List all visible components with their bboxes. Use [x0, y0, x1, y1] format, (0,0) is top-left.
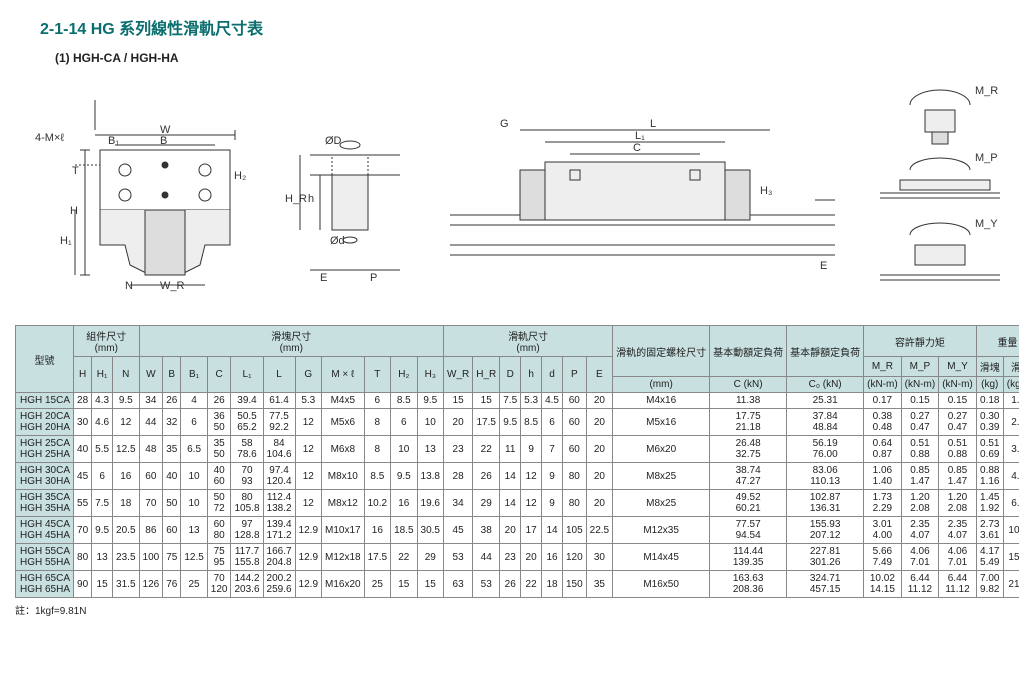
- label-od: Ød: [330, 235, 345, 247]
- label-h: h: [308, 193, 314, 205]
- label-P: P: [370, 272, 377, 284]
- label-B: B: [160, 135, 167, 147]
- label-E2: E: [320, 272, 327, 284]
- cross-section-diagram: [30, 100, 250, 300]
- table-row: HGH 15CA284.39.5342642639.461.45.3M4x568…: [16, 393, 1019, 409]
- footnote: 註：1kgf=9.81N: [15, 602, 1004, 617]
- label-MR: M_R: [975, 85, 998, 97]
- th-blk: 滑塊尺寸(mm): [139, 326, 443, 357]
- table-row: HGH 20CAHGH 20HA304.61244326365050.565.2…: [16, 409, 1019, 436]
- label-Mxl: 4-M×ℓ: [35, 132, 64, 144]
- table-body: HGH 15CA284.39.5342642639.461.45.3M4x568…: [16, 393, 1019, 598]
- th-dyn: 基本動額定負荷: [710, 326, 787, 377]
- label-B1: B₁: [108, 135, 119, 147]
- table-row: HGH 65CAHGH 65HA901531.5126762570120144.…: [16, 571, 1019, 598]
- table-head: 型號 組件尺寸(mm) 滑塊尺寸(mm) 滑軌尺寸(mm) 滑軌的固定螺栓尺寸 …: [16, 326, 1019, 393]
- label-H2: H₂: [234, 170, 246, 182]
- label-MP: M_P: [975, 152, 998, 164]
- table-row: HGH 45CAHGH 45HA709.520.5866013608097128…: [16, 517, 1019, 544]
- table-row: HGH 35CAHGH 35HA557.518705010507280105.8…: [16, 490, 1019, 517]
- label-H: H: [70, 205, 78, 217]
- label-C: C: [633, 142, 641, 154]
- th-rail: 滑軌尺寸(mm): [444, 326, 613, 357]
- label-MY: M_Y: [975, 218, 998, 230]
- table-row: HGH 30CAHGH 30HA456166040104060709397.41…: [16, 463, 1019, 490]
- th-bolt: 滑軌的固定螺栓尺寸: [613, 326, 710, 377]
- label-L: L: [650, 118, 656, 130]
- th-weight: 重量: [976, 326, 1019, 357]
- label-oD: ØD: [325, 135, 342, 147]
- moment-diagram: [860, 80, 1010, 300]
- table-row: HGH 55CAHGH 55HA801323.51007512.57595117…: [16, 544, 1019, 571]
- th-sta: 基本靜額定負荷: [787, 326, 864, 377]
- label-E: E: [820, 260, 827, 272]
- label-HR: H_R: [285, 193, 307, 205]
- page-title: 2-1-14 HG 系列線性滑軌尺寸表: [40, 15, 1004, 39]
- page-subtitle: (1) HGH-CA / HGH-HA: [55, 51, 1004, 65]
- table-row: HGH 25CAHGH 25HA405.512.548356.535505878…: [16, 436, 1019, 463]
- th-moment: 容許靜力矩: [864, 326, 977, 357]
- label-H1: H₁: [60, 235, 72, 247]
- label-WR: W_R: [160, 280, 184, 292]
- label-T: T: [72, 165, 79, 177]
- label-N: N: [125, 280, 133, 292]
- th-model: 型號: [16, 326, 74, 393]
- label-L1: L₁: [635, 130, 645, 142]
- diagram-row: W B₁ B H₂ T H H₁ N W_R 4-M×ℓ ØD Ød h H_R…: [30, 80, 1004, 300]
- label-G: G: [500, 118, 509, 130]
- label-H3: H₃: [760, 185, 772, 197]
- dimension-table: 型號 組件尺寸(mm) 滑塊尺寸(mm) 滑軌尺寸(mm) 滑軌的固定螺栓尺寸 …: [15, 325, 1019, 598]
- th-assy: 組件尺寸(mm): [74, 326, 140, 357]
